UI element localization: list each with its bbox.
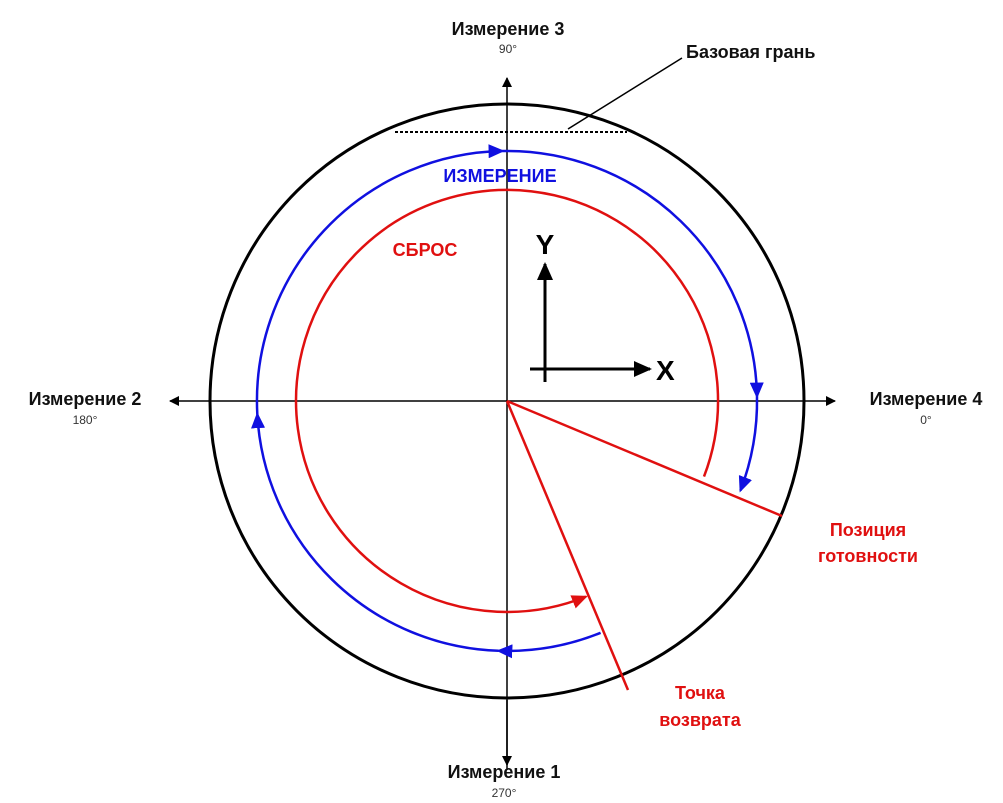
axis-label: Измерение 3 — [452, 19, 565, 39]
axis-label: Измерение 1 — [448, 762, 561, 782]
angle-label: 90° — [499, 42, 517, 56]
return-point-label: Точка — [675, 683, 726, 703]
axis-label: Измерение 2 — [29, 389, 142, 409]
axis-label: Измерение 4 — [870, 389, 983, 409]
measure-arc — [255, 144, 505, 415]
measure-label: ИЗМЕРЕНИЕ — [443, 166, 556, 186]
leader-line — [567, 57, 683, 130]
base-face-label: Базовая грань — [686, 42, 815, 62]
measure-arc — [251, 412, 499, 653]
measure-arc — [496, 631, 602, 659]
ready-position-label: готовности — [818, 546, 918, 566]
ready-radial — [506, 399, 783, 518]
measure-arc — [738, 396, 759, 493]
angle-label: 270° — [492, 786, 517, 800]
ready-position-label: Позиция — [830, 520, 906, 540]
angle-label: 180° — [73, 413, 98, 427]
x-label: X — [656, 355, 675, 386]
reset-label: СБРОС — [393, 240, 458, 260]
return-point-label: возврата — [659, 710, 741, 730]
return-radial — [505, 400, 630, 691]
angle-label: 0° — [920, 413, 932, 427]
reset-arc — [294, 188, 720, 614]
measure-arc — [502, 149, 764, 399]
measure-path — [251, 144, 764, 659]
y-label: Y — [536, 229, 555, 260]
